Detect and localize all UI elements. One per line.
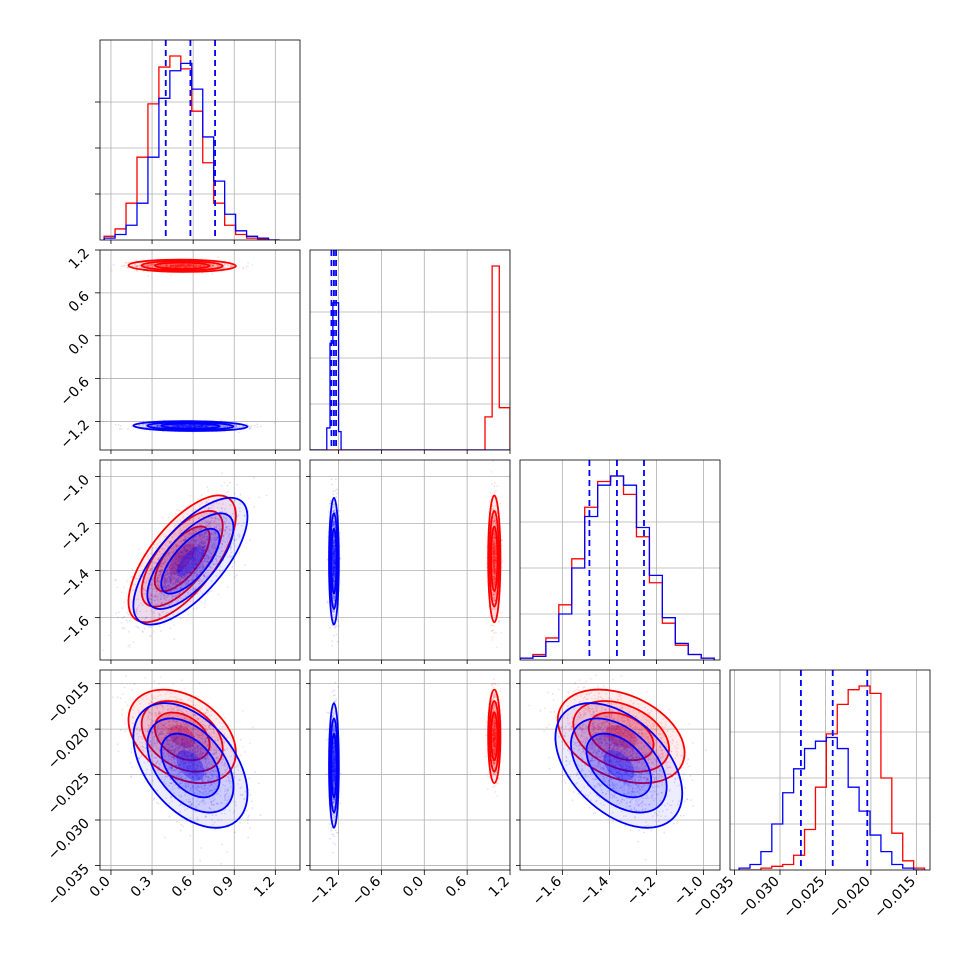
hist-p1-red-steps	[310, 265, 510, 450]
scatter-p0-p3-blue-contour-1	[146, 717, 235, 814]
scatter-p0-p3-border	[99, 669, 301, 871]
scatter-p0-p1-red-contour-3	[169, 264, 196, 268]
hist-p0-border	[99, 39, 301, 241]
hist-p3-red-steps	[739, 685, 926, 870]
scatter-p0-p1-border	[99, 249, 301, 451]
ytick-label-p1-2: 0.0	[66, 331, 93, 358]
scatter-p0-p3-blue-contour-0	[132, 702, 249, 829]
xtick-label-p3-2: −0.025	[780, 874, 828, 922]
ytick-label-p1-3: 0.6	[66, 288, 93, 315]
scatter-p2-p3-blue-contour-1	[570, 717, 668, 814]
scatter-p0-p3-blue-contour-3	[176, 750, 205, 781]
xtick-label-p0-3: 0.9	[210, 874, 237, 901]
scatter-p0-p1-blue-contour-3	[176, 424, 205, 428]
scatter-p0-p1	[99, 249, 301, 451]
ytick-label-p3-3: −0.020	[45, 725, 93, 773]
ytick-label-p3-4: −0.015	[45, 679, 93, 727]
scatter-p2-p3-red-contour-0	[556, 688, 686, 785]
xtick-label-p1-3: 0.6	[443, 873, 470, 900]
ytick-label-p3-1: −0.030	[45, 816, 93, 864]
scatter-p0-p1-red-contour-2	[153, 261, 211, 270]
scatter-p1-p3-blue-contour-3	[332, 750, 336, 781]
ytick-label-p1-1: −0.6	[57, 374, 92, 409]
scatter-p0-p2	[99, 459, 301, 661]
xtick-label-p0-1: 0.3	[128, 874, 155, 901]
hist-p3-border	[729, 669, 931, 871]
scatter-p1-p3	[309, 669, 511, 871]
scatter-p1-p2-red-contour-2	[490, 525, 499, 593]
ytick-label-p3-0: −0.035	[45, 861, 93, 909]
xtick-label-p1-4: 1.2	[486, 874, 513, 901]
scatter-p1-p2-blue-contour-3	[332, 545, 336, 577]
xtick-label-p2-1: −1.4	[577, 873, 612, 908]
scatter-p0-p2-border	[99, 459, 301, 661]
scatter-p0-p2-blue-contour-2	[160, 527, 221, 595]
hist-p0	[99, 39, 301, 241]
scatter-p1-p2-red-contour-3	[492, 543, 496, 575]
yaxis-p3: −0.035−0.030−0.025−0.020−0.015	[45, 679, 520, 909]
hist-p3-blue-steps	[738, 736, 925, 870]
scatter-p1-p3-border	[309, 669, 511, 871]
hist-p2	[519, 459, 721, 661]
xtick-label-p0-4: 1.2	[251, 874, 278, 901]
scatter-p0-p2-red-contour-3	[169, 543, 196, 575]
xaxis-p3: −0.035−0.030−0.025−0.020−0.015	[689, 870, 919, 921]
scatter-p0-p2-blue-contour-1	[146, 512, 235, 610]
ytick-label-p3-2: −0.025	[45, 770, 93, 818]
scatter-p0-p3	[99, 669, 301, 871]
xtick-label-p1-1: −0.6	[349, 873, 384, 908]
scatter-p2-p3-blue-contour-0	[554, 702, 684, 829]
scatter-p1-p3-red-contour-3	[492, 724, 496, 748]
scatter-p0-p2-blue-contour-3	[176, 545, 205, 577]
hist-p0-blue-steps	[103, 62, 280, 240]
scatter-p0-p3-red-contour-3	[169, 724, 196, 748]
xtick-label-p2-0: −1.6	[530, 873, 565, 908]
hist-p2-border	[519, 459, 721, 661]
scatter-p2-p3-blue-contour-2	[585, 732, 653, 799]
hist-p1-blue-steps	[310, 302, 510, 450]
scatter-p2-p3	[519, 669, 721, 871]
xtick-label-p3-4: −0.015	[871, 874, 919, 922]
ytick-label-p1-0: −1.2	[57, 417, 92, 452]
yaxis-p1: −1.2 −0.6 0.0 0.6 1.2	[57, 246, 100, 452]
scatter-p0-p3-blue-contour-2	[160, 732, 221, 799]
scatter-p2-p3-blue-contour-3	[603, 750, 635, 781]
ytick-label-p2-1: −1.4	[57, 566, 92, 601]
xtick-label-p3-3: −0.020	[826, 874, 874, 922]
xtick-label-p1-2: 0.0	[400, 874, 427, 901]
ytick-label-p2-3: −1.0	[57, 472, 92, 507]
scatter-p1-p2	[309, 459, 511, 661]
scatter-p0-p1-blue-contour-2	[160, 422, 221, 430]
scatter-p1-p2-border	[309, 459, 511, 661]
xtick-label-p2-2: −1.2	[624, 874, 659, 909]
hist-p1-border	[309, 249, 511, 451]
ytick-label-p1-4: 1.2	[66, 246, 93, 273]
scatter-p1-p3-red-contour-2	[490, 711, 499, 762]
xtick-label-p0-0: 0.0	[87, 874, 114, 901]
scatter-p0-p2-blue-contour-0	[132, 496, 249, 626]
hist-p1	[309, 249, 511, 451]
xtick-label-p0-2: 0.6	[169, 873, 196, 900]
ytick-label-p2-0: −1.6	[57, 613, 92, 648]
ytick-label-p2-2: −1.2	[57, 519, 92, 554]
scatter-p0-p3-red-contour-2	[153, 711, 211, 762]
xtick-label-p1-0: −1.2	[306, 874, 341, 909]
scatter-p1-p2-blue-contour-2	[330, 527, 338, 595]
xtick-label-p3-1: −0.030	[735, 874, 783, 922]
hist-p3	[729, 669, 931, 871]
scatter-p1-p3-blue-contour-2	[330, 732, 338, 799]
scatter-p2-p3-border	[519, 669, 721, 871]
